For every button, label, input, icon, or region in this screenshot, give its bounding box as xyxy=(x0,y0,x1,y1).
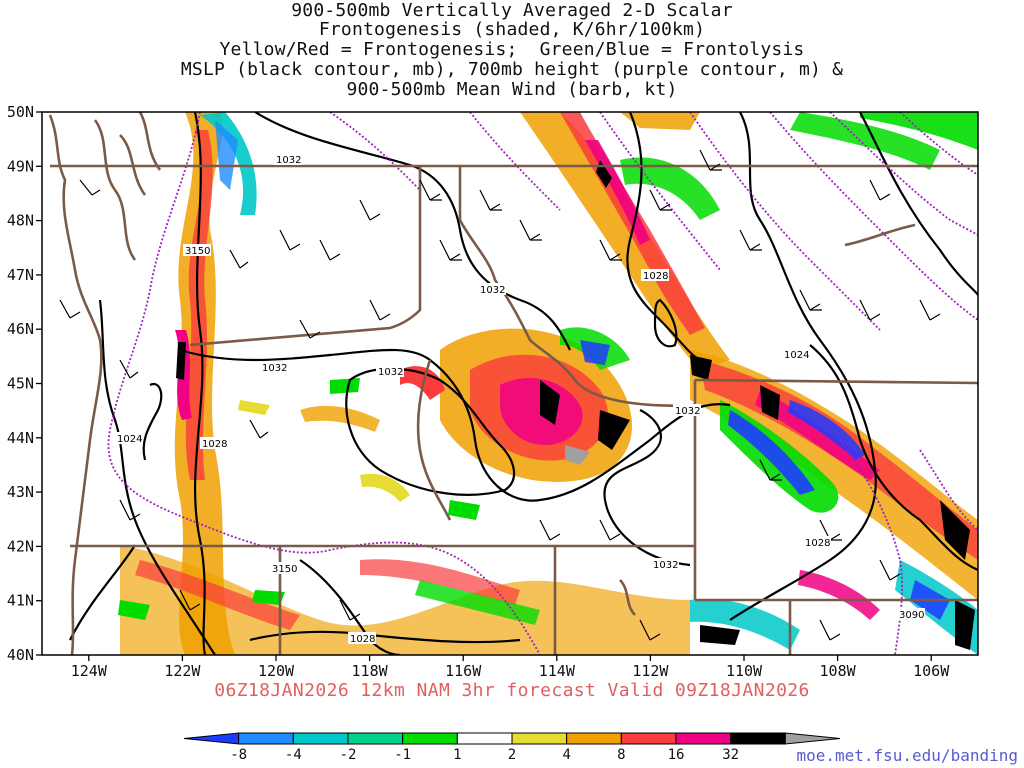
colorbar-bin xyxy=(402,732,458,745)
colorbar-bin xyxy=(620,732,677,745)
lon-axis: 124W 122W 120W 118W 116W 114W 112W 110W 108W 106W xyxy=(71,655,950,680)
lat-tick-label: 44N xyxy=(7,429,34,447)
lat-tick-label: 48N xyxy=(7,212,34,230)
wind-barbs xyxy=(59,149,941,641)
mslp-label: 1024 xyxy=(784,350,809,361)
lat-axis: 50N 49N 48N 47N 46N 45N 44N 43N 42N 41N 40N xyxy=(7,103,42,664)
colorbar-bin xyxy=(566,732,622,745)
lon-tick-label: 124W xyxy=(71,662,108,680)
lon-tick-label: 114W xyxy=(539,662,576,680)
mslp-label: 1032 xyxy=(480,285,505,296)
colorbar-tick-label: 4 xyxy=(562,747,570,763)
mslp-label: 1028 xyxy=(350,634,375,645)
source-url[interactable]: moe.met.fsu.edu/banding xyxy=(796,746,1018,765)
colorbar-bin xyxy=(238,732,294,745)
lon-tick-label: 106W xyxy=(913,662,950,680)
lon-tick-label: 122W xyxy=(164,662,201,680)
mslp-contours xyxy=(69,112,978,655)
contour-labels: 1032 1028 1032 1032 1032 1024 1028 1032 … xyxy=(115,153,925,645)
colorbar-tick-label: 1 xyxy=(453,747,461,763)
mslp-label: 1032 xyxy=(276,155,301,166)
colorbar-bin xyxy=(675,732,732,745)
height-label: 3150 xyxy=(185,246,210,257)
colorbar-tick-label: 8 xyxy=(617,747,625,763)
mslp-label: 1028 xyxy=(805,538,830,549)
mslp-label: 1032 xyxy=(653,560,678,571)
colorbar-tick-label: 2 xyxy=(508,747,516,763)
lon-tick-label: 112W xyxy=(632,662,669,680)
height-label: 3090 xyxy=(899,610,924,621)
title-line-1: 900-500mb Vertically Averaged 2-D Scalar xyxy=(291,0,733,21)
lat-tick-label: 49N xyxy=(7,157,34,175)
lat-tick-label: 50N xyxy=(7,103,34,121)
mslp-label: 1028 xyxy=(643,271,668,282)
lat-tick-label: 40N xyxy=(7,646,34,664)
lat-tick-label: 43N xyxy=(7,483,34,501)
valid-time-line: 06Z18JAN2026 12km NAM 3hr forecast Valid… xyxy=(214,680,810,701)
title-line-3: Yellow/Red = Frontogenesis; Green/Blue =… xyxy=(219,39,805,60)
mslp-label: 1028 xyxy=(202,439,227,450)
colorbar-tick-label: -2 xyxy=(340,747,357,763)
lat-tick-label: 47N xyxy=(7,266,34,284)
lat-tick-label: 42N xyxy=(7,537,34,555)
colorbar: -8 -4 -2 -1 1 2 4 8 16 32 xyxy=(183,732,841,763)
height-contours xyxy=(107,112,978,655)
title-line-5: 900-500mb Mean Wind (barb, kt) xyxy=(346,79,678,100)
mslp-label: 1032 xyxy=(675,406,700,417)
colorbar-bin xyxy=(456,732,513,745)
colorbar-bin xyxy=(292,732,349,745)
lat-tick-label: 46N xyxy=(7,320,34,338)
mslp-label: 1032 xyxy=(378,367,403,378)
title-line-2: Frontogenesis (shaded, K/6hr/100km) xyxy=(318,19,706,40)
colorbar-bin xyxy=(784,732,841,745)
colorbar-tick-label: 32 xyxy=(722,747,739,763)
lat-tick-label: 45N xyxy=(7,375,34,393)
mslp-label: 1024 xyxy=(117,434,142,445)
colorbar-tick-label: -4 xyxy=(285,747,302,763)
title-line-4: MSLP (black contour, mb), 700mb height (… xyxy=(180,59,844,80)
colorbar-bin xyxy=(183,732,240,745)
lon-tick-label: 108W xyxy=(820,662,857,680)
borders xyxy=(48,112,978,655)
lon-tick-label: 120W xyxy=(258,662,295,680)
colorbar-bin xyxy=(730,732,786,745)
colorbar-tick-label: 16 xyxy=(668,747,685,763)
colorbar-tick-label: -8 xyxy=(230,747,247,763)
colorbar-bin xyxy=(511,732,568,745)
lon-tick-label: 110W xyxy=(726,662,763,680)
colorbar-tick-label: -1 xyxy=(394,747,411,763)
lon-tick-label: 116W xyxy=(445,662,482,680)
height-label: 3150 xyxy=(272,564,297,575)
lon-tick-label: 118W xyxy=(352,662,389,680)
lat-tick-label: 41N xyxy=(7,592,34,610)
mslp-label: 1032 xyxy=(262,363,287,374)
colorbar-bin xyxy=(347,732,404,745)
